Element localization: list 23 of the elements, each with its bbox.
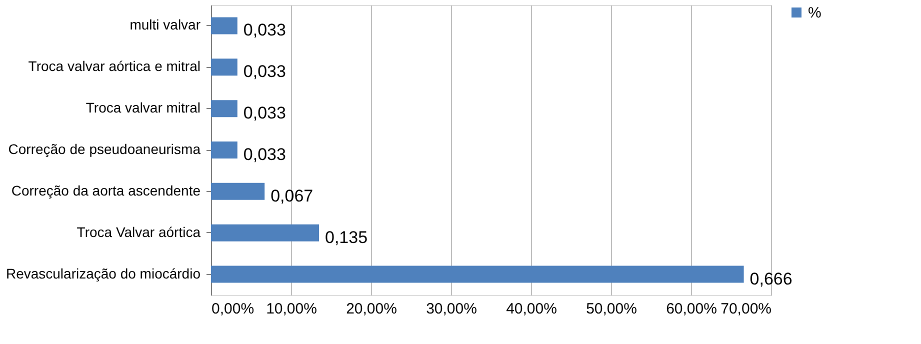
y-tick-label: Troca valvar mitral [86,100,200,116]
x-tick-label: 0,00% [212,300,254,318]
text: 0,033 [243,62,286,82]
y-tick-label: Troca valvar aórtica e mitral [28,58,200,74]
x-tick-label: 10,00% [266,300,317,318]
x-tick-label: 70,00% [720,300,772,318]
y-tick-label: multi valvar [130,16,201,33]
text: 0,033 [243,20,286,40]
y-tick-label: Troca Valvar aórtica [76,224,201,240]
x-tick-label: 50,00% [586,300,637,318]
x-tick-label: 20,00% [346,300,397,318]
text: 0,666 [750,269,792,288]
text: 0,033 [243,104,286,123]
y-tick-label: Correção da aorta ascendente [11,182,201,198]
y-tick-label: Correção de pseudoaneurisma [8,141,201,157]
y-tick-label: Revascularização do miocárdio [6,265,201,282]
legend-label: % [808,4,822,22]
x-tick-label: 60,00% [666,300,717,318]
text: 0,067 [270,186,314,206]
x-tick-label: 30,00% [426,300,477,318]
text: 0,135 [325,228,368,247]
x-tick-label: 40,00% [506,300,557,318]
text: 0,033 [243,145,286,164]
